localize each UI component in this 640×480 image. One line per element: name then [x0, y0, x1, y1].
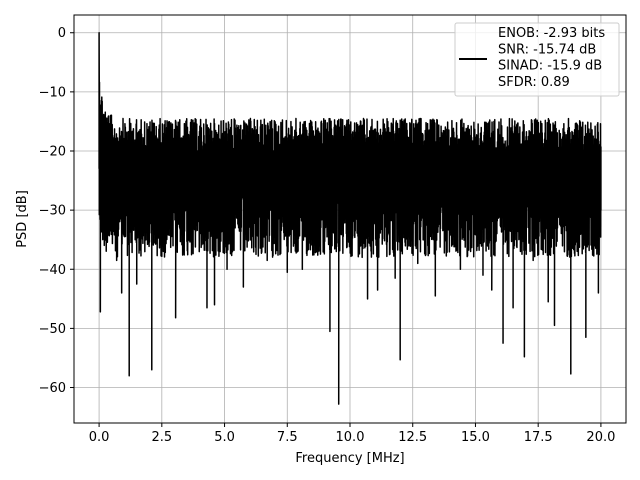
x-tick-label: 7.5	[277, 430, 298, 445]
x-tick-label: 15.0	[461, 430, 490, 445]
legend-entry-enob: ENOB: -2.93 bits	[498, 26, 605, 41]
psd-series	[98, 31, 602, 405]
y-axis-title: PSD [dB]	[15, 190, 30, 248]
x-tick-label: 10.0	[336, 430, 365, 445]
x-axis-ticks: 0.0 2.5 5.0 7.5 10.0 12.5 15.0 17.5 20.0	[89, 423, 615, 445]
legend-entry-sinad: SINAD: -15.9 dB	[498, 59, 602, 74]
y-tick-label: −40	[39, 263, 66, 278]
x-tick-label: 5.0	[214, 430, 235, 445]
y-axis-ticks: 0 −10 −20 −30 −40 −50 −60	[39, 26, 74, 396]
y-tick-label: −10	[39, 85, 66, 100]
y-tick-label: −50	[39, 322, 66, 337]
legend-box	[454, 22, 620, 97]
psd-trace	[98, 31, 602, 405]
y-tick-label: −60	[39, 381, 66, 396]
y-tick-label: −30	[39, 204, 66, 219]
y-tick-label: −20	[39, 145, 66, 160]
x-tick-label: 20.0	[586, 430, 615, 445]
x-tick-label: 0.0	[89, 430, 110, 445]
legend-entry-sfdr: SFDR: 0.89	[498, 75, 570, 90]
legend-entry-snr: SNR: -15.74 dB	[498, 42, 596, 57]
x-tick-label: 17.5	[524, 430, 553, 445]
x-axis-title: Frequency [MHz]	[295, 451, 404, 466]
x-tick-label: 12.5	[398, 430, 427, 445]
x-tick-label: 2.5	[151, 430, 172, 445]
y-tick-label: 0	[58, 26, 66, 41]
legend: ENOB: -2.93 bits SNR: -15.74 dB SINAD: -…	[454, 22, 620, 97]
